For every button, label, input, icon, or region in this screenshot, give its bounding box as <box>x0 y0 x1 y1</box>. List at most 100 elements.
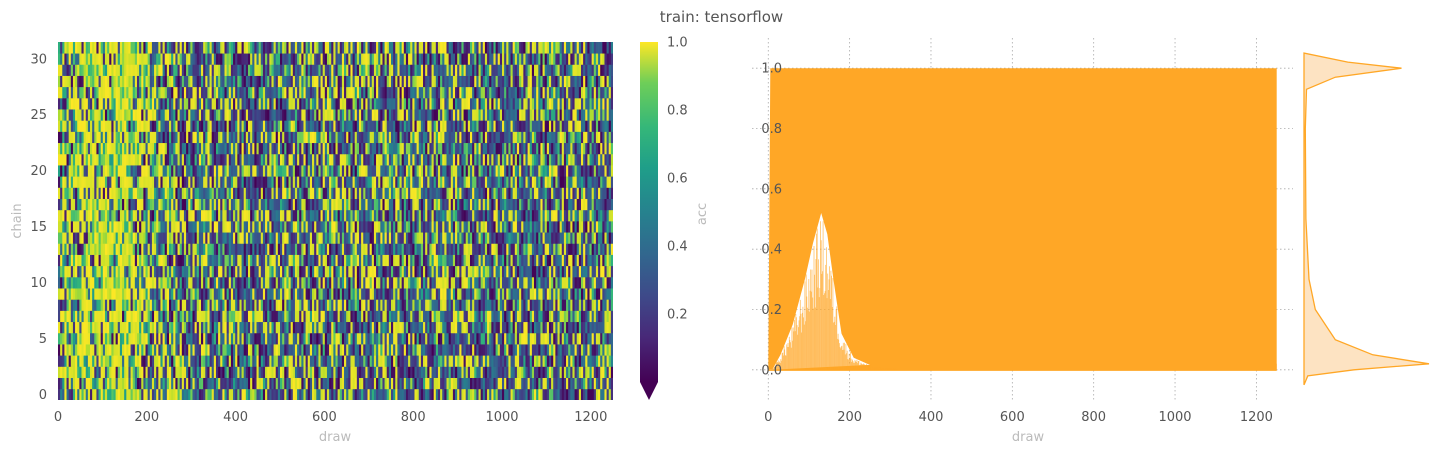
heatmap-cell <box>239 366 242 378</box>
heatmap-cell <box>425 388 428 400</box>
heatmap-cell <box>512 355 516 367</box>
heatmap-cell <box>457 288 460 300</box>
heatmap-cell <box>72 187 76 199</box>
heatmap-cell <box>546 288 550 300</box>
heatmap-cell <box>341 243 345 255</box>
heatmap-cell <box>226 310 230 323</box>
heatmap-cell <box>469 310 473 323</box>
heatmap-cell <box>595 288 599 300</box>
heatmap-cell <box>553 321 556 334</box>
heatmap-cell <box>307 232 311 244</box>
heatmap-cell <box>459 388 462 400</box>
heatmap-cell <box>119 243 123 255</box>
heatmap-cell <box>551 288 554 300</box>
heatmap-cell <box>109 198 112 211</box>
heatmap-cell <box>548 221 552 233</box>
heatmap-cell <box>128 366 131 378</box>
heatmap-cell <box>235 332 238 345</box>
heatmap-cell <box>245 243 249 255</box>
heatmap-cell <box>391 299 394 311</box>
heatmap-cell <box>209 243 213 255</box>
heatmap-cell <box>250 265 253 278</box>
heatmap-cell <box>508 254 511 267</box>
heatmap-cell <box>190 299 193 311</box>
heatmap-cell <box>354 232 358 244</box>
heatmap-cell <box>179 355 183 367</box>
heatmap-cell <box>401 232 405 244</box>
heatmap-cell <box>160 176 163 188</box>
heatmap-cell <box>395 366 398 378</box>
heatmap-cell <box>510 276 514 289</box>
heatmap-cell <box>66 344 70 356</box>
heatmap-cell <box>111 232 114 244</box>
heatmap-cell <box>154 388 157 400</box>
heatmap-cell <box>75 288 78 300</box>
heatmap-cell <box>239 265 242 278</box>
heatmap-cell <box>431 377 435 390</box>
heatmap-cell <box>113 321 116 334</box>
heatmap-cell <box>265 355 268 367</box>
heatmap-cell <box>151 366 155 378</box>
heatmap-cell <box>410 388 413 400</box>
heatmap-cell <box>478 344 481 356</box>
heatmap-cell <box>557 377 560 390</box>
heatmap-cell <box>452 254 456 267</box>
heatmap-cell <box>382 288 385 300</box>
heatmap-cell <box>115 377 119 390</box>
heatmap-cell <box>378 243 381 255</box>
heatmap-cell <box>85 176 89 188</box>
heatmap-cell <box>350 265 353 278</box>
heatmap-cell <box>463 187 467 199</box>
heatmap-cell <box>280 243 283 255</box>
heatmap-cell <box>405 332 409 345</box>
heatmap-cell <box>262 388 266 400</box>
heatmap-cell <box>258 377 262 390</box>
heatmap-cell <box>158 276 161 289</box>
heatmap-cell <box>312 366 315 378</box>
heatmap-cell <box>491 187 494 199</box>
heatmap-cell <box>151 265 155 278</box>
heatmap-cell <box>467 332 471 345</box>
heatmap-cell <box>177 265 181 278</box>
heatmap-cell <box>363 310 366 323</box>
heatmap-cell <box>525 221 528 233</box>
heatmap-cell <box>610 265 613 278</box>
heatmap-cell <box>179 232 183 244</box>
heatmap-cell <box>96 265 99 278</box>
heatmap-cell <box>516 288 520 300</box>
heatmap-cell <box>139 243 142 255</box>
heatmap-cell <box>290 355 294 367</box>
heatmap-cell <box>277 388 281 400</box>
heatmap-cell <box>156 276 159 289</box>
heatmap-cell <box>252 232 255 244</box>
heatmap-cell <box>277 232 281 244</box>
heatmap-cell <box>427 310 430 323</box>
heatmap-cell <box>371 288 375 300</box>
heatmap-cell <box>312 232 315 244</box>
heatmap-cell <box>589 388 592 400</box>
heatmap-cell <box>388 254 392 267</box>
heatmap-cell <box>222 198 225 211</box>
heatmap-cell <box>104 366 108 378</box>
heatmap-cell <box>489 310 492 323</box>
heatmap-cell <box>516 355 520 367</box>
heatmap-cell <box>81 243 84 255</box>
heatmap-cell <box>608 366 612 378</box>
heatmap-cell <box>380 254 383 267</box>
heatmap-cell <box>68 276 72 289</box>
heatmap-cell <box>344 198 347 211</box>
heatmap-cell <box>299 254 302 267</box>
heatmap-cell <box>585 276 588 289</box>
heatmap-cell <box>149 232 153 244</box>
heatmap-cell <box>401 344 405 356</box>
heatmap-cell <box>369 198 373 211</box>
heatmap-cell <box>531 232 535 244</box>
heatmap-cell <box>139 187 142 199</box>
heatmap-cell <box>136 254 140 267</box>
heatmap-cell <box>365 344 368 356</box>
heatmap-cell <box>224 221 227 233</box>
heatmap-cell <box>160 299 163 311</box>
heatmap-cell <box>587 299 590 311</box>
heatmap-cell <box>154 366 157 378</box>
heatmap-cell <box>181 243 185 255</box>
